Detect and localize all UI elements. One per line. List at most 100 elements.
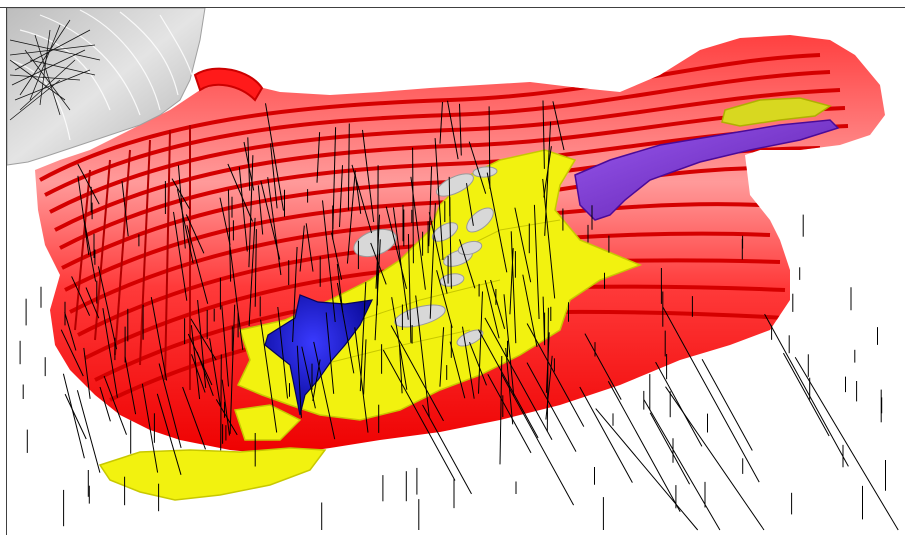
drillhole-245 <box>99 386 111 422</box>
drillhole-271 <box>191 354 206 393</box>
drillhole-250 <box>102 308 118 398</box>
drillhole-134 <box>359 282 367 392</box>
drillhole-258 <box>150 297 168 381</box>
drillhole-268 <box>83 220 97 282</box>
drillhole-164 <box>270 143 278 209</box>
drillhole-144 <box>265 103 284 211</box>
drillhole-172 <box>462 326 475 399</box>
drillhole-190 <box>362 129 375 223</box>
drillhole-184 <box>407 233 412 343</box>
drillhole-196 <box>227 189 232 282</box>
drillhole-154 <box>448 176 452 289</box>
viewport-frame-left <box>6 7 7 535</box>
drillhole-147 <box>292 246 298 343</box>
drillhole-187 <box>296 345 302 418</box>
drillhole-218 <box>579 386 633 483</box>
drillhole-130 <box>248 217 256 327</box>
viewport-frame-top <box>0 7 905 8</box>
drillhole-210 <box>501 374 575 506</box>
drillhole-235 <box>76 390 101 473</box>
drillhole-167 <box>331 232 343 280</box>
drillhole-213 <box>607 380 681 513</box>
drillhole-236 <box>124 356 137 415</box>
drillhole-127 <box>428 212 448 294</box>
drillhole-124 <box>325 312 335 394</box>
drillhole-181 <box>468 141 487 194</box>
drillhole-209 <box>542 296 546 346</box>
drillhole-251 <box>221 305 229 387</box>
drillhole-242 <box>227 163 253 222</box>
drillhole-259 <box>121 181 129 237</box>
drillhole-143 <box>429 203 436 319</box>
drillhole-136 <box>322 200 336 323</box>
drillhole-195 <box>449 341 466 399</box>
drillhole-270 <box>190 325 201 400</box>
drillhole-225 <box>526 323 585 427</box>
drillhole-152 <box>391 297 408 390</box>
drillhole-247 <box>177 165 186 249</box>
drillhole-223 <box>526 362 577 452</box>
drillhole-150 <box>542 178 556 299</box>
drillhole-211 <box>584 333 622 400</box>
drillhole-228 <box>484 317 553 441</box>
drillhole-149 <box>229 246 244 351</box>
drillhole-175 <box>552 101 565 151</box>
drillhole-177 <box>486 172 508 273</box>
drillhole-234 <box>221 379 230 436</box>
drillhole-203 <box>533 204 540 320</box>
drillhole-266 <box>141 383 159 473</box>
drillhole-233 <box>176 188 194 264</box>
drillhole-249 <box>182 386 206 450</box>
drillhole-257 <box>185 214 205 254</box>
drillhole-165 <box>332 127 337 230</box>
drillhole-171 <box>436 270 453 328</box>
drillhole-161 <box>229 304 236 434</box>
drillhole-229 <box>655 361 703 447</box>
drillhole-174 <box>354 327 369 433</box>
drillhole-192 <box>392 207 409 320</box>
drillholes[interactable] <box>19 100 899 531</box>
drillhole-157 <box>499 355 503 465</box>
drillhole-216 <box>390 325 444 422</box>
drillhole-178 <box>248 155 254 268</box>
drillhole-128 <box>254 229 257 307</box>
drillhole-240 <box>156 393 182 475</box>
drillhole-208 <box>488 106 491 189</box>
drillhole-186 <box>346 170 356 264</box>
drillhole-262 <box>77 175 90 256</box>
drillhole-204 <box>428 166 433 247</box>
drillhole-252 <box>64 393 87 440</box>
drillhole-153 <box>545 332 550 393</box>
terrain-surface[interactable] <box>6 7 206 166</box>
drillhole-220 <box>764 313 849 467</box>
drillhole-163 <box>339 165 343 228</box>
drillhole-230 <box>649 412 691 485</box>
drillhole-199 <box>478 291 483 394</box>
drillhole-201 <box>412 147 414 264</box>
drillhole-120 <box>238 166 248 252</box>
drillhole-202 <box>459 239 476 289</box>
drillhole-169 <box>434 138 444 261</box>
drillhole-141 <box>220 354 222 451</box>
drillhole-182 <box>447 100 459 160</box>
drillhole-185 <box>316 132 321 183</box>
drillhole-255 <box>186 225 209 304</box>
drillhole-173 <box>415 295 430 418</box>
drillhole-246 <box>85 287 100 319</box>
drillhole-137 <box>514 207 532 283</box>
drillhole-254 <box>187 333 213 386</box>
drillhole-132 <box>466 183 474 226</box>
drillhole-188 <box>439 327 445 387</box>
drillhole-238 <box>83 347 91 399</box>
drillhole-264 <box>60 329 84 377</box>
drillhole-145 <box>439 101 443 144</box>
drillhole-239 <box>103 375 127 435</box>
drillhole-189 <box>544 121 552 236</box>
purple-orebody[interactable] <box>574 119 840 221</box>
drillhole-198 <box>267 177 282 276</box>
drillhole-261 <box>71 276 91 316</box>
drillhole-194 <box>313 341 336 440</box>
drillhole-205 <box>385 206 407 290</box>
